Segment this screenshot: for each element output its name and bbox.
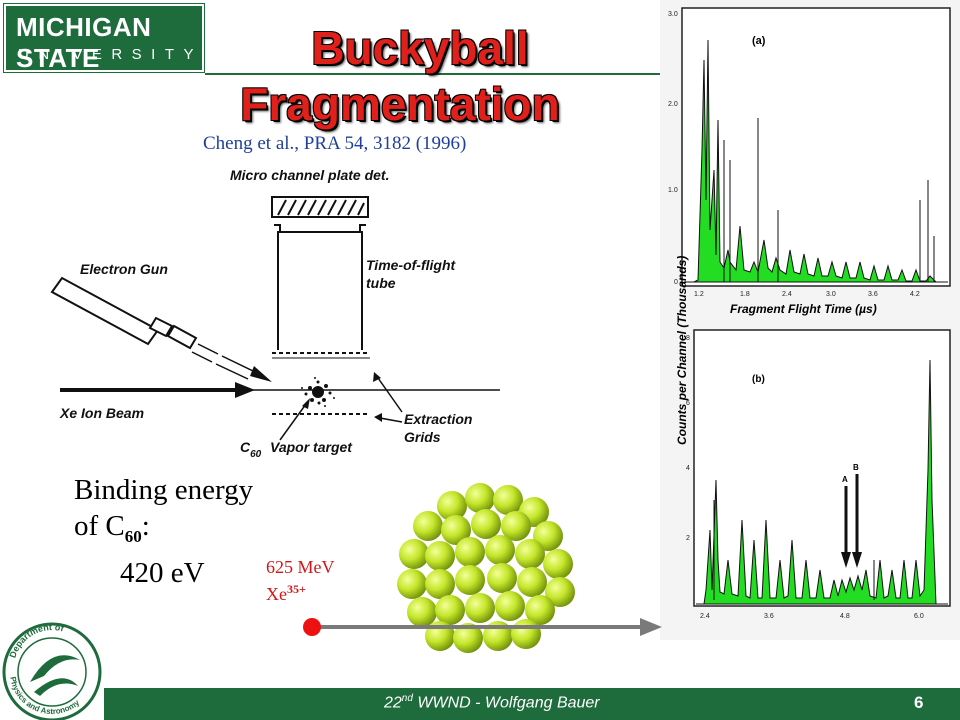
header-rule xyxy=(205,73,960,75)
grid-pointer-1-head xyxy=(373,372,381,382)
footer-text: 22nd WWND - Wolfgang Bauer xyxy=(384,693,600,712)
beam-arrow-head xyxy=(640,618,662,636)
panel-b-xticks: 2.4 3.6 4.8 6.0 xyxy=(700,613,924,620)
title-line2: Fragmentation xyxy=(240,78,560,130)
title-line1: Buckyball xyxy=(311,22,529,74)
beam-charge: 35+ xyxy=(287,582,306,596)
svg-text:2.0: 2.0 xyxy=(668,101,678,108)
panel-a-label: (a) xyxy=(752,35,766,47)
grid-pointer-1 xyxy=(377,377,403,413)
svg-text:3.6: 3.6 xyxy=(764,613,774,620)
electron-beam-lines xyxy=(191,343,256,380)
panel-a-xticks: 1.2 1.8 2.4 3.0 3.6 4.2 xyxy=(694,291,920,298)
binding-line2-prefix: of C xyxy=(74,510,125,542)
dept-logo-swoosh xyxy=(30,655,80,682)
svg-text:2: 2 xyxy=(686,535,690,542)
c60-model-image xyxy=(397,483,575,653)
footer-bar: 22nd WWND - Wolfgang Bauer 6 xyxy=(104,688,960,720)
electron-arrowhead xyxy=(250,366,272,382)
svg-text:4: 4 xyxy=(686,465,690,472)
tof-tube xyxy=(274,224,366,350)
binding-line2-suffix: : xyxy=(141,510,150,542)
apparatus-diagram: Micro channel plate det. Time-of-flight … xyxy=(50,167,500,460)
page-number: 6 xyxy=(914,693,924,712)
svg-text:1.2: 1.2 xyxy=(694,291,704,298)
beam-label: 625 MeV Xe35+ xyxy=(266,556,335,605)
spectrum-b-fill xyxy=(696,359,948,605)
svg-text:3.0: 3.0 xyxy=(826,291,836,298)
svg-text:1.0: 1.0 xyxy=(668,187,678,194)
electron-gun-label: Electron Gun xyxy=(80,261,168,277)
extraction-label-1: Extraction xyxy=(404,411,472,427)
binding-line1: Binding energy xyxy=(74,474,254,506)
panel-b-yticks: 8 6 4 2 xyxy=(686,335,690,542)
c60-atoms xyxy=(397,483,575,653)
panel-b-frame xyxy=(693,329,951,607)
svg-text:6.0: 6.0 xyxy=(914,613,924,620)
beam-arrow xyxy=(303,618,662,636)
grid-pointer-2-head xyxy=(374,413,382,422)
spectrum-b-spikes xyxy=(713,500,875,600)
ion-beam-label: Xe Ion Beam xyxy=(59,405,144,421)
svg-text:4.2: 4.2 xyxy=(910,291,920,298)
grid-pointer-2 xyxy=(379,417,403,423)
svg-text:4.8: 4.8 xyxy=(840,613,850,620)
tof-label-2: tube xyxy=(366,275,396,291)
vapor-pointer-head xyxy=(302,398,310,409)
binding-energy-text: Binding energy of C60: 420 eV xyxy=(74,472,253,591)
logo-line2: UNIVERSITY xyxy=(18,46,204,63)
spectra-figure: (a) 3.0 2.0 1.0 0 1.2 1.8 2.4 3.0 3.6 4.… xyxy=(660,0,960,640)
tof-label-1: Time-of-flight xyxy=(366,257,457,273)
spectra-xlabel: Fragment Flight Time (µs) xyxy=(730,302,877,316)
panel-b-label: (b) xyxy=(752,374,765,385)
svg-text:3.0: 3.0 xyxy=(668,11,678,18)
svg-text:6: 6 xyxy=(686,400,690,407)
detector-hatch xyxy=(277,199,365,216)
msu-logo: MICHIGAN STATE UNIVERSITY xyxy=(3,3,205,73)
arrow-b-label: B xyxy=(853,463,859,472)
logo-line1: MICHIGAN STATE xyxy=(16,12,152,73)
arrow-b xyxy=(852,474,862,568)
panel-a-frame xyxy=(681,7,951,287)
vapor-pointer xyxy=(279,403,307,441)
vapor-label: Vapor target xyxy=(270,439,353,455)
detector-plate xyxy=(271,196,369,218)
svg-text:1.8: 1.8 xyxy=(740,291,750,298)
binding-line2-sub: 60 xyxy=(124,526,142,546)
spectrum-a-fill xyxy=(684,39,948,283)
detector-label: Micro channel plate det. xyxy=(230,167,389,183)
svg-text:2.4: 2.4 xyxy=(782,291,792,298)
beam-energy: 625 MeV xyxy=(266,557,335,577)
citation: Cheng et al., PRA 54, 3182 (1996) xyxy=(203,133,467,154)
xe-ion-dot xyxy=(303,618,321,636)
beam-ion: Xe xyxy=(266,584,287,604)
svg-text:3.6: 3.6 xyxy=(868,291,878,298)
svg-text:0: 0 xyxy=(674,279,678,286)
svg-text:8: 8 xyxy=(686,335,690,342)
svg-text:2.4: 2.4 xyxy=(700,613,710,620)
arrow-a xyxy=(841,486,851,568)
c60-label: C60 xyxy=(240,439,262,460)
binding-value: 420 eV xyxy=(120,556,205,589)
dept-logo-swoosh-2 xyxy=(34,678,78,696)
extraction-label-2: Grids xyxy=(404,429,441,445)
spectrum-a-spikes xyxy=(723,118,935,282)
arrow-a-label: A xyxy=(842,475,848,484)
ion-beam-arrowhead xyxy=(235,382,255,398)
slide-title: Buckyball Fragmentation xyxy=(200,20,640,132)
vapor-target xyxy=(301,377,335,407)
spectra-ylabel: Counts per Channel (Thousands) xyxy=(675,256,689,445)
electron-gun xyxy=(50,276,198,350)
physics-astronomy-logo: Department of Physics and Astronomy xyxy=(2,622,102,720)
panel-a-yticks: 3.0 2.0 1.0 0 xyxy=(668,11,678,286)
